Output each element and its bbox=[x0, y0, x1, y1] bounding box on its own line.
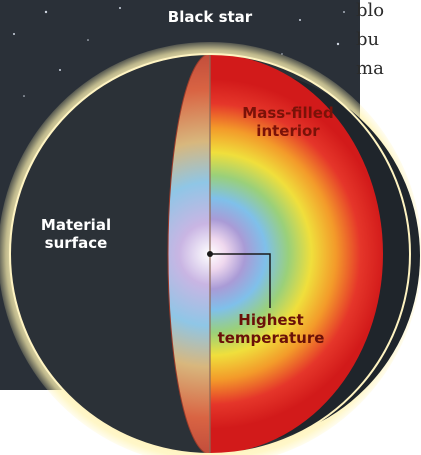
title-label: Black star bbox=[150, 8, 270, 26]
interior-heat-gradient bbox=[210, 54, 383, 454]
mass-label-line2: interior bbox=[256, 122, 320, 140]
surface-label-line2: surface bbox=[44, 234, 108, 252]
surface-label-line1: Material bbox=[40, 216, 112, 234]
core-pointer bbox=[207, 251, 271, 308]
mass-filled-interior-label: Mass-filled interior bbox=[228, 104, 348, 140]
article-line: ma bbox=[356, 58, 384, 79]
temp-label-line2: temperature bbox=[217, 329, 325, 347]
highest-temperature-label: Highest temperature bbox=[206, 311, 336, 347]
material-surface-label: Material surface bbox=[16, 216, 136, 252]
article-text-fragment: blo bu ma bbox=[356, 0, 421, 83]
background-stars bbox=[13, 7, 345, 97]
article-line: blo bbox=[356, 0, 385, 21]
temp-label-line1: Highest bbox=[238, 311, 304, 329]
sphere-rim bbox=[9, 53, 411, 455]
title-text: Black star bbox=[167, 8, 253, 26]
article-line: bu bbox=[356, 29, 380, 50]
mass-label-line1: Mass-filled bbox=[242, 104, 334, 122]
